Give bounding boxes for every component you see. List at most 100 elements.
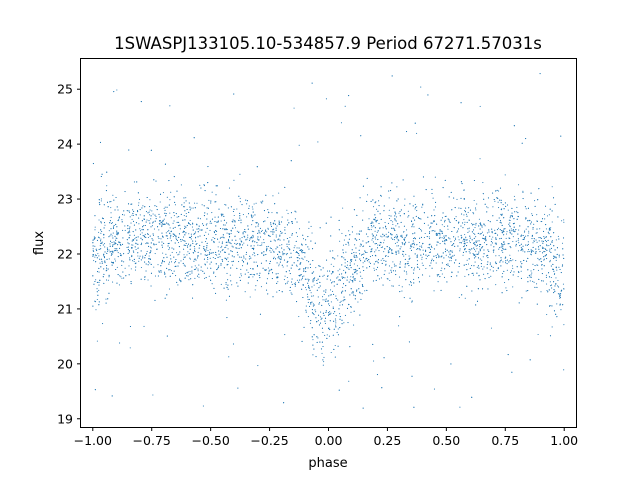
data-point: [475, 209, 477, 211]
data-point: [306, 260, 308, 262]
data-point: [325, 300, 327, 302]
data-point: [375, 234, 378, 236]
data-point: [210, 239, 213, 241]
data-point: [180, 240, 182, 242]
data-point: [119, 247, 121, 249]
data-point: [290, 256, 292, 258]
data-point: [104, 246, 106, 248]
data-point: [294, 210, 296, 212]
data-point: [310, 225, 312, 227]
data-point: [291, 221, 293, 223]
data-point: [520, 265, 522, 267]
data-point: [191, 272, 193, 274]
data-point: [183, 206, 185, 208]
data-point: [164, 163, 166, 165]
data-point: [431, 258, 433, 260]
data-point: [193, 258, 195, 260]
data-point: [460, 225, 462, 227]
data-point: [368, 229, 370, 231]
data-point: [431, 192, 433, 195]
data-point: [499, 220, 502, 222]
data-point: [413, 244, 415, 246]
data-point: [423, 222, 426, 224]
data-point: [541, 220, 543, 223]
data-point: [124, 229, 126, 231]
data-point: [361, 285, 364, 287]
data-point: [270, 224, 272, 226]
data-point: [530, 254, 532, 256]
data-point: [383, 239, 385, 241]
data-point: [504, 174, 506, 176]
data-point: [385, 255, 387, 257]
data-point: [492, 236, 494, 238]
data-point: [149, 235, 151, 237]
data-point: [130, 247, 133, 249]
data-point: [178, 221, 180, 223]
data-point: [560, 271, 562, 274]
data-point: [256, 265, 259, 268]
data-point: [216, 185, 218, 187]
data-point: [411, 300, 413, 302]
data-point: [563, 257, 565, 260]
data-point: [366, 257, 368, 260]
data-point: [538, 237, 540, 239]
data-point: [390, 271, 393, 273]
data-point: [122, 271, 124, 273]
data-point: [557, 279, 559, 282]
data-point: [230, 250, 232, 252]
data-point: [380, 235, 382, 237]
data-point: [322, 359, 324, 361]
data-point: [341, 232, 343, 234]
data-point: [350, 311, 352, 313]
data-point: [117, 244, 119, 246]
data-point: [240, 240, 242, 242]
data-point: [517, 233, 519, 235]
data-point: [410, 245, 412, 247]
data-point: [460, 102, 462, 104]
data-point: [228, 253, 230, 255]
data-point: [221, 249, 223, 251]
data-point: [412, 240, 414, 242]
data-point: [214, 257, 216, 260]
data-point: [338, 279, 340, 281]
data-point: [544, 239, 546, 242]
data-point: [545, 254, 547, 256]
data-point: [136, 181, 138, 183]
data-point: [144, 233, 146, 235]
data-point: [457, 271, 459, 273]
data-point: [238, 219, 240, 222]
data-point: [430, 262, 432, 264]
data-point: [371, 233, 373, 235]
data-point: [127, 248, 129, 251]
data-point: [361, 293, 363, 295]
data-point: [472, 242, 475, 245]
data-point: [313, 284, 315, 286]
data-point: [462, 240, 464, 242]
data-point: [442, 252, 444, 254]
data-point: [552, 268, 554, 270]
data-point: [138, 223, 140, 225]
data-point: [214, 221, 216, 223]
data-point: [232, 219, 234, 221]
data-point: [291, 264, 293, 266]
data-point: [412, 223, 414, 225]
data-point: [200, 269, 202, 271]
data-point: [280, 255, 282, 258]
data-point: [469, 249, 471, 251]
data-point: [111, 235, 113, 237]
data-point: [172, 272, 174, 275]
data-point: [286, 282, 288, 284]
data-point: [533, 269, 535, 271]
data-point: [527, 207, 529, 209]
data-point: [487, 197, 490, 199]
data-point: [256, 265, 259, 267]
data-point: [231, 255, 233, 257]
data-point: [237, 285, 239, 287]
data-point: [523, 259, 525, 262]
data-point: [278, 263, 280, 265]
data-point: [428, 247, 430, 249]
data-point: [492, 266, 494, 269]
data-point: [500, 202, 502, 204]
data-point: [241, 237, 243, 239]
data-point: [232, 227, 234, 229]
